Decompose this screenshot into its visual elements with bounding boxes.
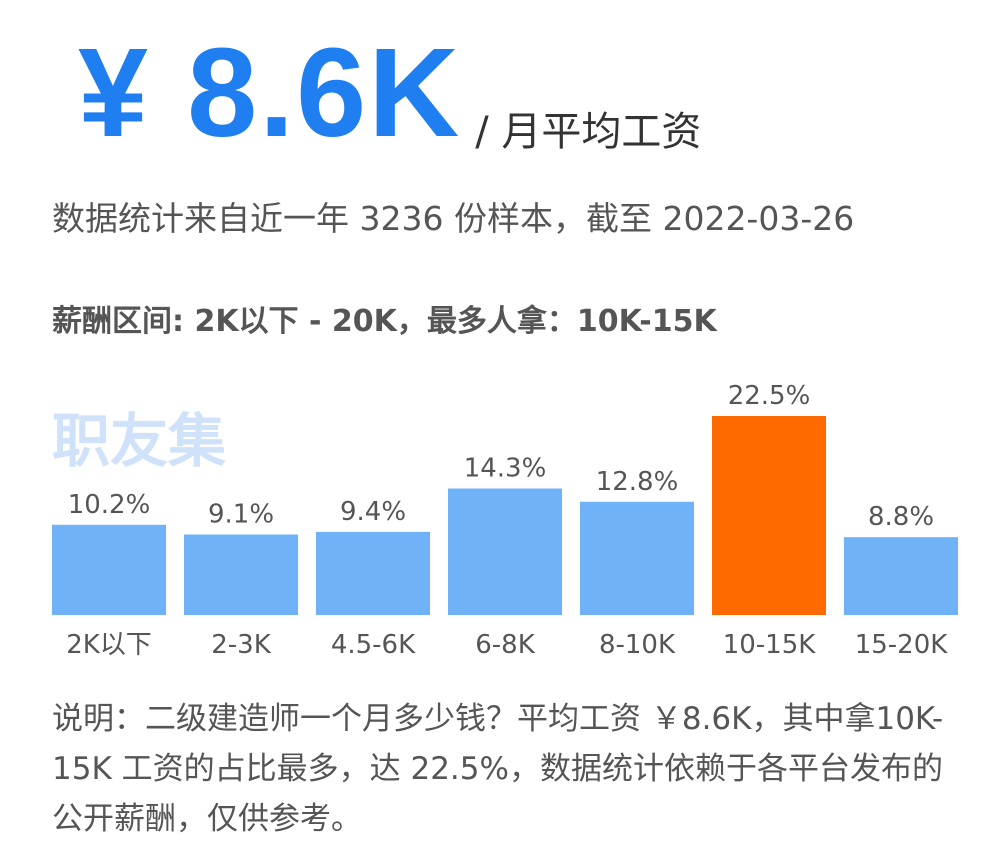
average-salary-unit: / 月平均工资 (475, 109, 702, 155)
category-label: 15-20K (855, 630, 949, 660)
category-label: 4.5-6K (331, 630, 416, 660)
bar-10-15K (712, 416, 826, 615)
explanation-text: 说明：二级建造师一个月多少钱？平均工资 ￥8.6K，其中拿10K-15K 工资的… (52, 701, 944, 837)
category-label: 2-3K (211, 630, 271, 660)
category-label: 8-10K (599, 630, 676, 660)
bar-2-3K (184, 534, 298, 615)
sample-note: 数据统计来自近一年 3236 份样本，截至 2022-03-26 (52, 199, 855, 238)
category-label: 6-8K (475, 630, 535, 660)
bar-4.5-6K (316, 531, 430, 615)
bar-6-8K (448, 488, 562, 615)
bar-value-label: 8.8% (868, 502, 934, 532)
bar-value-label: 12.8% (596, 467, 679, 497)
average-salary-value: ¥ 8.6K (78, 22, 462, 163)
watermark-logo-text: 职友集 (52, 407, 227, 475)
bar-value-label: 9.4% (340, 497, 406, 527)
bar-value-label: 9.1% (208, 500, 274, 530)
category-label: 2K以下 (66, 630, 152, 660)
bar-value-label: 14.3% (464, 454, 547, 484)
salary-range-summary: 薪酬区间: 2K以下 - 20K，最多人拿：10K-15K (52, 304, 717, 339)
bar-2K以下 (52, 524, 166, 615)
bar-value-label: 22.5% (728, 381, 811, 411)
bar-15-20K (844, 537, 958, 615)
bar-value-label: 10.2% (68, 490, 151, 520)
salary-distribution-chart: 10.2% 2K以下 9.1% 2-3K 9.4% 4.5-6K 14.3% 6-8K 12.8… (52, 381, 958, 660)
bar-8-10K (580, 501, 694, 615)
headline: ¥ 8.6K / 月平均工资 (78, 30, 701, 156)
category-label: 10-15K (723, 630, 817, 660)
